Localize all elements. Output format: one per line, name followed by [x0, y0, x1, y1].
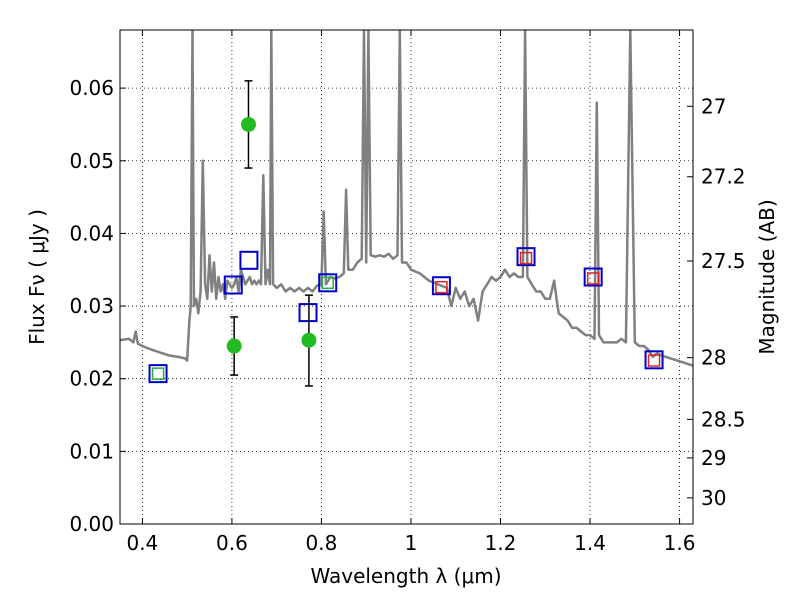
model-photometry-red [435, 251, 661, 367]
y-tick-label: 0.01 [69, 439, 114, 463]
blue-square-marker [318, 273, 338, 293]
x-tick-label: 1.4 [574, 531, 606, 555]
y2-tick-label: 27.2 [701, 165, 746, 189]
blue-square-marker [148, 364, 168, 384]
measured-points [226, 80, 317, 387]
x-tick-label: 0.6 [216, 531, 248, 555]
blue-square-marker [239, 250, 259, 270]
y2-tick-label: 28 [701, 346, 726, 370]
x-tick-label: 0.8 [306, 531, 338, 555]
blue-square-marker [223, 275, 243, 295]
red-square-marker [435, 280, 448, 294]
x-tick-label: 1 [405, 531, 418, 555]
y2-tick-label: 28.5 [701, 407, 746, 431]
x-tick-label: 0.4 [126, 531, 158, 555]
y-tick-label: 0.03 [69, 294, 114, 318]
red-square-marker [586, 272, 600, 285]
x-tick-label: 1.6 [664, 531, 696, 555]
y-tick-label: 0.05 [69, 149, 114, 173]
y-axis-title-right: Magnitude (AB) [755, 199, 779, 354]
measured-point [301, 332, 317, 348]
blue-square-marker [644, 350, 664, 370]
y2-tick-label: 29 [701, 446, 726, 470]
x-tick-label: 1.2 [485, 531, 517, 555]
red-square-marker [647, 354, 661, 367]
model-photometry-green [151, 276, 334, 380]
red-square-marker [519, 251, 533, 265]
green-square-marker [321, 276, 334, 290]
measured-point [240, 116, 256, 132]
y-tick-label: 0.02 [69, 367, 114, 391]
blue-square-marker [431, 276, 451, 296]
y-tick-label: 0.00 [69, 512, 114, 536]
y-tick-label: 0.06 [69, 76, 114, 100]
plot-frame [119, 29, 694, 525]
blue-square-marker [516, 247, 536, 267]
blue-square-marker [583, 267, 603, 287]
model-photometry-blue [148, 247, 664, 384]
axis-ticks: 0.4 0.6 0.8 1 1.2 1.4 1.6 0.00 0.01 0.02 0.03 0.04 0… [69, 30, 746, 555]
blue-square-marker [298, 303, 318, 323]
model-spectrum [120, 30, 693, 367]
x-axis-title: Wavelength λ (μm) [310, 564, 501, 588]
green-square-marker [151, 367, 165, 380]
y2-tick-label: 30 [701, 486, 726, 510]
y-tick-label: 0.04 [69, 221, 114, 245]
y-axis-title-left: Flux Fν ( μJy ) [25, 209, 49, 345]
spectrum-line [120, 30, 693, 367]
measured-point [226, 338, 242, 354]
y2-tick-label: 27 [701, 94, 726, 118]
y2-tick-label: 27.5 [701, 249, 746, 273]
